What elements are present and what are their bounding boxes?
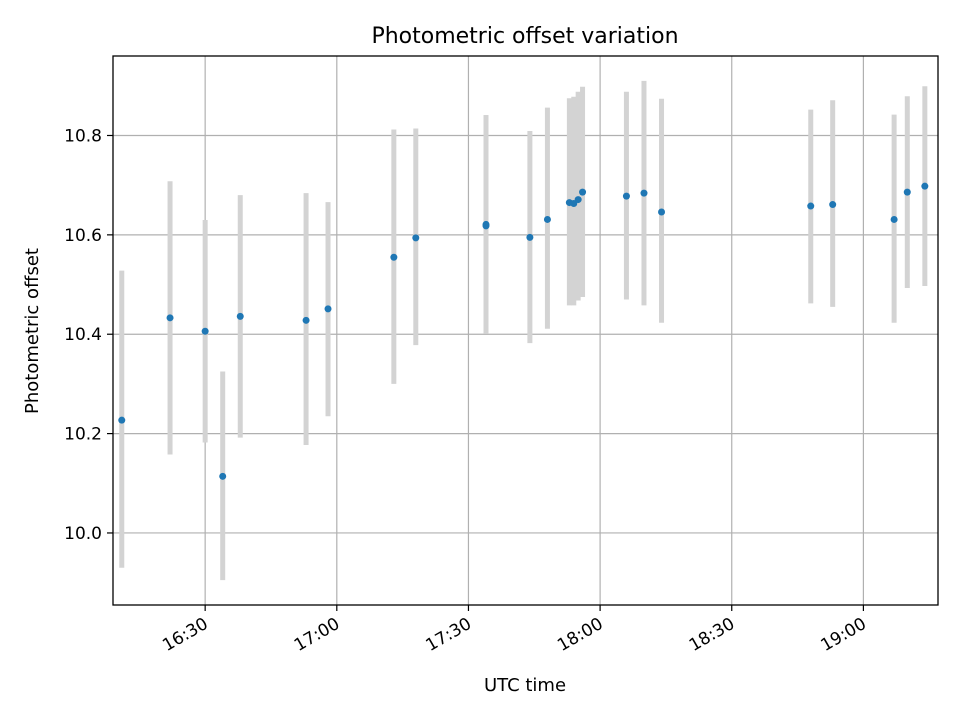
y-tick-label: 10.8	[64, 126, 102, 146]
data-point	[302, 316, 310, 324]
data-points	[118, 182, 929, 480]
y-tick-label: 10.0	[64, 524, 102, 544]
grid	[113, 56, 938, 605]
data-point	[166, 314, 174, 322]
data-point	[640, 189, 648, 197]
x-axis-label: UTC time	[484, 675, 566, 696]
y-tick-label: 10.2	[64, 425, 102, 445]
data-point	[390, 253, 398, 261]
data-point	[903, 188, 911, 196]
data-point	[526, 233, 534, 241]
data-point	[890, 215, 898, 223]
data-point	[412, 234, 420, 242]
data-point	[219, 472, 227, 480]
data-point	[579, 188, 587, 196]
chart-title: Photometric offset variation	[371, 24, 678, 49]
data-point	[574, 196, 582, 204]
data-point	[921, 182, 929, 190]
y-tick-label: 10.4	[64, 325, 102, 345]
data-point	[236, 312, 244, 320]
plot-frame	[112, 55, 939, 606]
data-point	[807, 202, 815, 210]
data-point	[201, 327, 209, 335]
data-point	[118, 416, 126, 424]
data-point	[622, 192, 630, 200]
data-point	[543, 215, 551, 223]
data-point	[829, 201, 837, 209]
y-tick-label: 10.6	[64, 226, 102, 246]
data-point	[324, 305, 332, 313]
data-point	[482, 222, 490, 230]
y-axis-label: Photometric offset	[22, 248, 43, 414]
y-axis: 10.0 10.2 10.4 10.6 10.8	[64, 126, 113, 544]
data-point	[658, 208, 666, 216]
